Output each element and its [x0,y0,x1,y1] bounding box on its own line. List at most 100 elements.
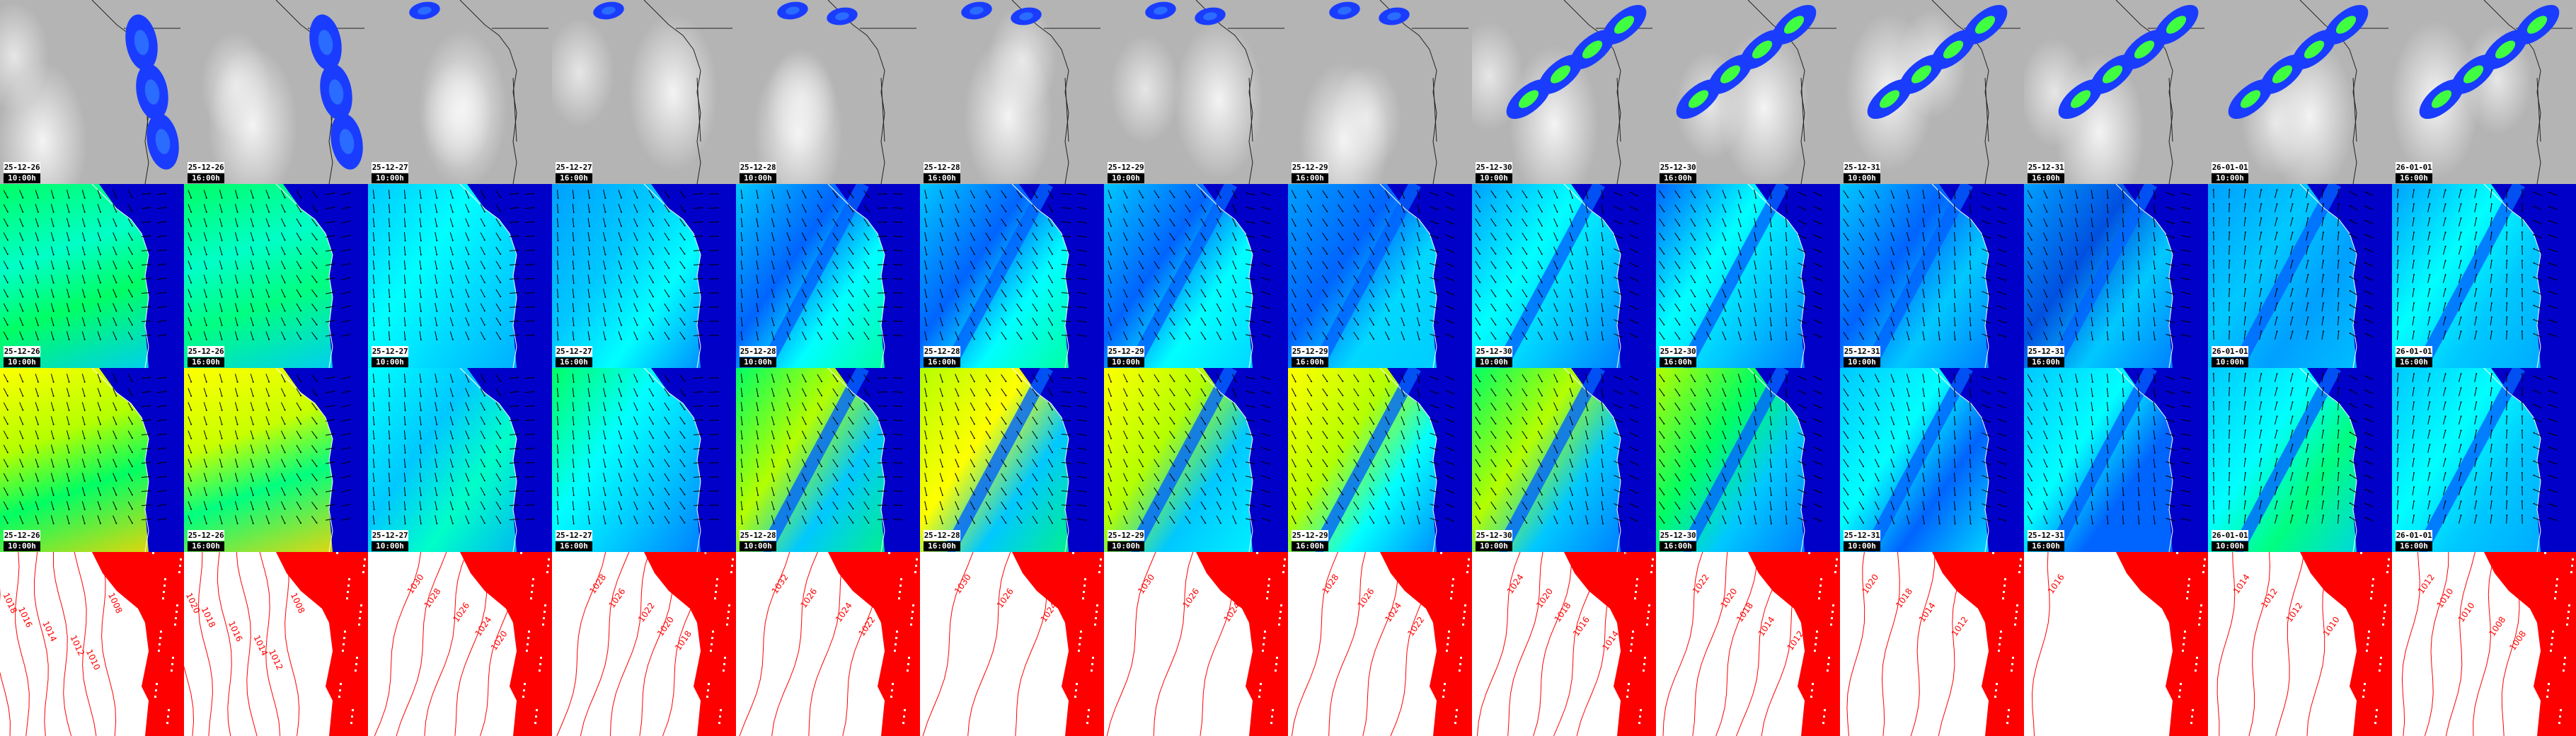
satellite-panel: 25-12-31 10:00h [1840,0,2024,184]
isobar-line [1715,552,1759,736]
coastline [2483,0,2541,184]
wind-arrows [1108,190,1270,340]
isobar-label: 1026 [1180,587,1201,610]
time-label: 10:00h [1844,357,1880,367]
time-label: 16:00h [1292,357,1328,367]
isobar-label: 1024 [1505,573,1526,596]
isobar-label: 1016 [1571,615,1592,638]
date-label: 25-12-28 [924,530,960,541]
wind-arrows [1843,373,2006,524]
coastline [1747,184,1805,368]
isobar-label: 1014 [40,619,59,643]
coastline [1563,368,1621,552]
wind-panel-upper: 25-12-30 16:00h [1656,184,1840,368]
wind-arrows [1291,374,1454,524]
land-mask [99,368,184,552]
coastline [459,368,517,552]
land-mask [92,552,184,736]
time-label: 16:00h [188,173,224,183]
isobar-label: 1018 [1735,601,1755,624]
isobar-line [217,552,232,736]
coastline [1931,0,1989,184]
wind-arrows [2212,373,2374,524]
isobar-line [2401,552,2420,736]
isobar-line [2473,552,2497,736]
land-mask [276,552,368,736]
land-mask [1012,552,1104,736]
time-label: 16:00h [924,173,960,183]
isobar-line [100,552,117,736]
coastline [1563,184,1621,368]
land-mask [283,184,368,368]
wind-arrows [372,189,534,340]
time-label: 16:00h [924,357,960,367]
isobar-label: 1008 [2507,629,2528,652]
isobar-panel: 1028 1026 1022 1020 1018 [552,552,736,736]
isobar-line [556,552,606,736]
date-label: 26-01-01 [2396,162,2432,173]
coastline [643,184,701,368]
isobar-label: 1028 [587,573,608,596]
coastline [2115,184,2173,368]
isobar-label: 1020 [184,591,202,615]
date-label: 25-12-28 [740,162,776,173]
isobar-label: 1010 [2435,587,2456,610]
land-mask [1564,552,1656,736]
wind-panel-lower: 25-12-27 10:00h [368,368,552,552]
date-label: 25-12-30 [1660,346,1696,357]
isobar-label: 1024 [473,615,493,638]
wind-arrows [924,190,1086,340]
coastline [1747,368,1805,552]
isobar-label: 1010 [2456,601,2477,624]
date-label: 26-01-01 [2212,530,2248,541]
isobar-panel: 1030 1026 1024 [920,552,1104,736]
wind-panel-lower: 25-12-27 16:00h [552,368,736,552]
isobar-label: 1024 [1383,601,1403,624]
wind-panel-lower: 25-12-29 10:00h [1104,368,1288,552]
satellite-panel: 26-01-01 16:00h [2392,0,2576,184]
land-mask [828,552,920,736]
land-mask [644,552,736,736]
isobar-label: 1014 [1756,615,1777,638]
isobar-line [967,552,1011,736]
time-label: 10:00h [740,541,776,551]
land-mask [1019,368,1104,552]
isobar-line [374,552,422,736]
time-label: 16:00h [1660,173,1696,183]
wind-panel-upper: 25-12-27 10:00h [368,184,552,368]
isobar-label: 1022 [856,615,877,638]
satellite-panel: 25-12-28 10:00h [736,0,920,184]
isobar-label: 1012 [2259,587,2279,610]
isobar-line [1106,552,1156,736]
isobar-label: 1026 [451,601,471,624]
isobar-label: 1022 [1405,615,1426,638]
isobar-line [480,552,519,736]
coastline [1011,184,1069,368]
isobar-label: 1018 [1553,601,1573,624]
coastline [91,184,149,368]
satellite-panel: 25-12-26 16:00h [184,0,368,184]
land-mask [460,552,552,736]
time-label: 16:00h [188,357,224,367]
isobar-line [1881,552,1900,736]
coastline [1747,0,1805,184]
isobar-line [1662,552,1703,736]
isobar-panel: 1012 1010 1010 1008 1008 [2392,552,2576,736]
time-label: 10:00h [1476,357,1512,367]
isobar-line [580,552,630,736]
satellite-panel: 25-12-29 16:00h [1288,0,1472,184]
wind-panel-upper: 25-12-31 10:00h [1840,184,2024,368]
time-label: 10:00h [4,541,40,551]
land-mask [2484,552,2576,736]
isobar-label: 1026 [798,587,819,610]
date-label: 25-12-27 [556,530,592,541]
coastline [1195,184,1253,368]
isobar-line [1477,552,1521,736]
time-label: 10:00h [740,357,776,367]
coastline [275,368,333,552]
isobar-line [1938,552,1968,736]
time-label: 10:00h [4,357,40,367]
satellite-panel: 25-12-29 10:00h [1104,0,1288,184]
isobar-line [808,552,846,736]
wind-panel-upper: 25-12-26 10:00h [0,184,184,368]
